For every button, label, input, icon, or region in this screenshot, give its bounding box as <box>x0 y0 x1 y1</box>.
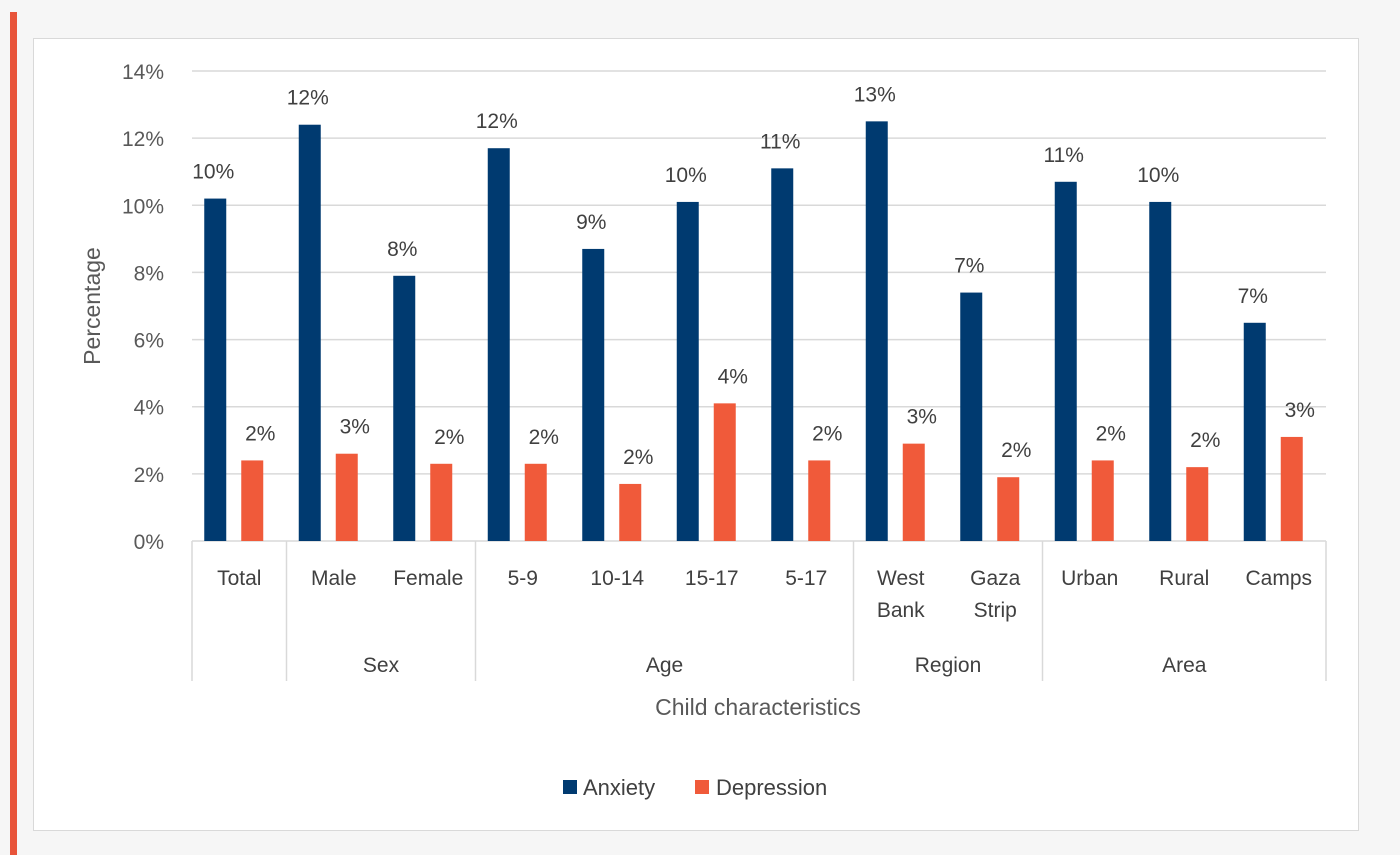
data-labels: 10% 12% 8% 12% 9% 10% 11% 13% 7% 11% 10% 7% 2% 3% 2% 2%… <box>192 83 1315 469</box>
bar-depression-5 <box>713 403 736 541</box>
legend-swatch-anxiety <box>563 780 577 794</box>
bar-depression-3 <box>524 463 547 541</box>
legend-label-anxiety: Anxiety <box>583 775 655 800</box>
y-tick-label: 6% <box>134 330 164 353</box>
data-label-anxiety-8: 7% <box>954 255 984 278</box>
data-label-depression-5: 4% <box>718 365 748 388</box>
y-tick-label: 12% <box>122 128 164 151</box>
bar-anxiety-11 <box>1243 322 1266 541</box>
data-label-depression-1: 3% <box>340 416 370 439</box>
legend-swatch-depression <box>695 780 709 794</box>
bar-anxiety-8 <box>960 292 983 541</box>
category-label: Male <box>311 567 357 590</box>
bar-anxiety-6 <box>771 168 794 541</box>
data-label-anxiety-1: 12% <box>287 87 329 110</box>
category-label: Rural <box>1159 567 1209 590</box>
bar-depression-1 <box>335 453 358 541</box>
category-label: Urban <box>1061 567 1118 590</box>
category-label: Gaza Strip <box>970 567 1021 622</box>
bar-anxiety-9 <box>1054 181 1077 542</box>
category-label: 5-9 <box>508 567 538 590</box>
data-label-anxiety-4: 9% <box>576 211 606 234</box>
bar-anxiety-5 <box>676 201 699 541</box>
data-label-anxiety-3: 12% <box>476 110 518 133</box>
bar-anxiety-0 <box>204 198 227 542</box>
bar-depression-7 <box>902 443 925 541</box>
data-label-depression-0: 2% <box>245 422 275 445</box>
bar-anxiety-3 <box>487 148 510 541</box>
bars <box>204 121 1303 542</box>
data-label-anxiety-9: 11% <box>1044 144 1084 167</box>
data-label-anxiety-10: 10% <box>1137 164 1179 187</box>
group-label-area: Area <box>1162 654 1207 677</box>
data-label-anxiety-2: 8% <box>387 238 417 261</box>
y-tick-label: 2% <box>134 464 164 487</box>
bar-anxiety-7 <box>865 121 888 541</box>
data-label-depression-7: 3% <box>907 406 937 429</box>
bar-depression-10 <box>1186 467 1209 541</box>
y-axis-title: Percentage <box>79 247 105 365</box>
bar-anxiety-10 <box>1149 201 1172 541</box>
bar-depression-8 <box>997 477 1020 541</box>
category-label: 10-14 <box>590 567 644 590</box>
data-label-depression-9: 2% <box>1096 422 1126 445</box>
data-label-depression-11: 3% <box>1285 399 1315 422</box>
data-label-depression-3: 2% <box>529 426 559 449</box>
x-axis-title: Child characteristics <box>655 694 861 720</box>
bar-depression-4 <box>619 483 642 541</box>
bar-anxiety-4 <box>582 248 605 541</box>
x-axis-groups: Sex Age Region Area <box>191 541 1327 681</box>
group-label-sex: Sex <box>363 654 400 677</box>
data-label-depression-4: 2% <box>623 446 653 469</box>
group-label-age: Age <box>646 654 683 677</box>
data-label-depression-10: 2% <box>1190 429 1220 452</box>
category-label: Total <box>217 567 261 590</box>
bar-depression-9 <box>1091 460 1114 541</box>
accent-bar <box>10 12 17 855</box>
category-label: 5-17 <box>785 567 827 590</box>
y-axis-ticks: 0% 2% 4% 6% 8% 10% 12% 14% <box>122 61 164 554</box>
bar-depression-0 <box>241 460 264 541</box>
bar-depression-2 <box>430 463 453 541</box>
bar-depression-6 <box>808 460 831 541</box>
y-tick-label: 10% <box>122 195 164 218</box>
category-label: West Bank <box>877 567 925 622</box>
x-axis-categories: Total Male Female 5-9 10-14 15-17 5-17 West Bank… <box>217 567 1312 622</box>
data-label-anxiety-7: 13% <box>854 83 896 106</box>
category-label: 15-17 <box>685 567 739 590</box>
legend-label-depression: Depression <box>716 775 827 800</box>
gridlines <box>192 70 1326 542</box>
bar-depression-11 <box>1280 436 1303 541</box>
y-tick-label: 4% <box>134 397 164 420</box>
data-label-anxiety-0: 10% <box>192 161 234 184</box>
y-tick-label: 0% <box>134 531 164 554</box>
data-label-anxiety-5: 10% <box>665 164 707 187</box>
group-label-region: Region <box>915 654 982 677</box>
data-label-depression-2: 2% <box>434 426 464 449</box>
data-label-depression-8: 2% <box>1001 439 1031 462</box>
data-label-anxiety-6: 11% <box>760 130 800 153</box>
legend: Anxiety Depression <box>563 775 827 800</box>
bar-anxiety-1 <box>298 124 321 541</box>
y-tick-label: 8% <box>134 262 164 285</box>
data-label-depression-6: 2% <box>812 422 842 445</box>
category-label: Camps <box>1245 567 1312 590</box>
y-tick-label: 14% <box>122 61 164 84</box>
bar-anxiety-2 <box>393 275 416 541</box>
data-label-anxiety-11: 7% <box>1238 285 1268 308</box>
category-label: Female <box>393 567 463 590</box>
